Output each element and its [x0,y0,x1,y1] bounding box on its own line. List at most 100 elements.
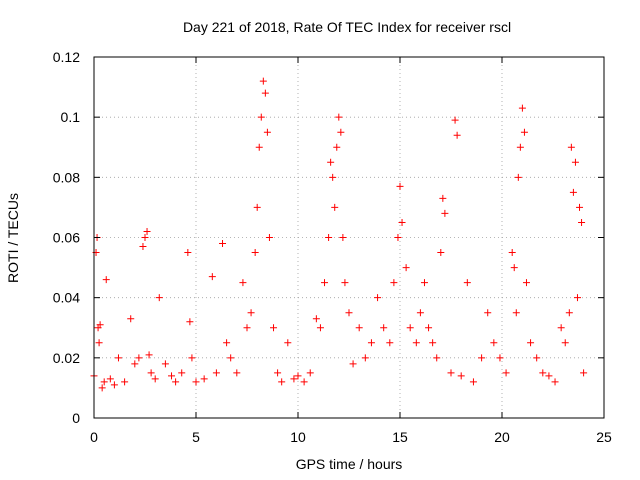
data-point [255,143,263,151]
data-point [439,194,447,202]
data-point [143,227,151,235]
data-point [96,321,104,329]
data-point [233,369,241,377]
y-tick-label: 0.02 [53,350,80,366]
data-point [263,128,271,136]
data-point [257,113,265,121]
data-point [95,339,103,347]
data-point [527,339,535,347]
data-point [490,339,498,347]
data-point [578,218,586,226]
axis-ticks: 0 5 10 15 20 25 0 0.02 0.04 0.06 0.08 0.1 0.12 [53,49,612,445]
data-point [325,234,333,241]
y-tick-label: 0 [72,410,80,426]
data-point [561,339,569,347]
data-point [161,360,169,368]
data-point [102,276,110,284]
data-point [463,279,471,287]
data-point [576,203,584,211]
data-point [573,294,581,302]
data-point [139,243,147,251]
data-point [508,249,516,257]
x-tick-label: 0 [90,429,98,445]
data-point [141,234,149,241]
data-point [437,249,445,257]
data-point [131,360,139,368]
data-point [127,315,135,323]
x-tick-label: 15 [392,429,408,445]
data-point [551,378,559,386]
data-point [331,203,339,211]
data-point [219,240,227,248]
data-point [337,128,345,136]
data-point [341,279,349,287]
data-point [433,354,441,362]
data-point [306,369,314,377]
y-tick-label: 0.1 [61,109,81,125]
data-point [184,249,192,257]
data-point [412,339,420,347]
data-point [451,116,459,124]
data-point [333,143,341,151]
data-point [98,384,106,392]
data-point [251,249,259,257]
data-point [518,104,526,112]
data-point [567,143,575,151]
data-point [469,378,477,386]
data-point [398,218,406,226]
data-point [514,173,522,181]
data-point [192,378,200,386]
data-point [533,354,541,362]
data-point [565,309,573,317]
data-point [569,188,577,196]
data-point [496,354,504,362]
y-axis-label: ROTI / TECUs [5,193,21,283]
grid-lines [94,57,604,418]
data-point [425,324,433,332]
data-point [321,279,329,287]
data-point [510,264,518,272]
x-tick-label: 5 [192,429,200,445]
data-point [208,273,216,281]
data-point [300,378,308,386]
data-point [284,339,292,347]
data-point [447,369,455,377]
data-point [178,369,186,377]
data-point [106,375,114,383]
data-point [247,309,255,317]
data-point [200,375,208,383]
data-point [227,354,235,362]
chart-title: Day 221 of 2018, Rate Of TEC Index for r… [183,19,511,35]
data-point [390,279,398,287]
data-point [239,279,247,287]
data-point [274,369,282,377]
data-point [374,294,382,302]
data-point [168,372,176,380]
data-point [259,77,267,85]
data-point [355,324,363,332]
data-point [172,378,180,386]
data-point [155,294,163,302]
data-point [261,89,269,97]
data-point [335,113,343,121]
data-point [429,339,437,347]
data-point [223,339,231,347]
data-point [290,375,298,383]
y-tick-label: 0.08 [53,169,80,185]
data-point [457,372,465,380]
data-point [186,318,194,326]
data-point [312,315,320,323]
data-point [253,203,261,211]
data-point [135,354,143,362]
data-point [402,264,410,272]
data-point [396,182,404,190]
x-tick-label: 25 [596,429,612,445]
data-point [265,234,273,241]
data-point [121,378,129,386]
data-point [520,128,528,136]
data-point [327,158,335,166]
data-point [380,324,388,332]
data-point [386,339,394,347]
y-tick-label: 0.04 [53,290,80,306]
data-point [441,209,449,217]
